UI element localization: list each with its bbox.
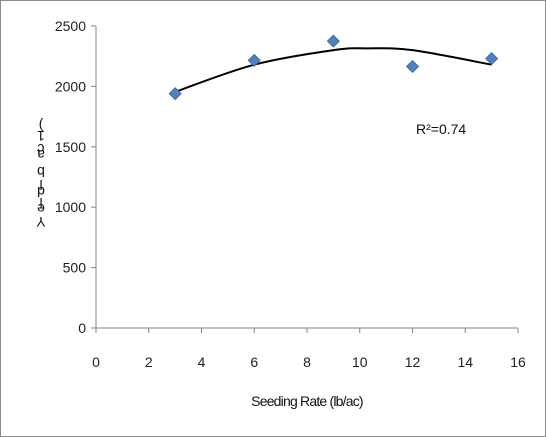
data-point-marker (326, 34, 340, 48)
x-tick-label: 4 (198, 354, 206, 370)
y-axis-title-glyph: e (37, 201, 45, 217)
y-tick-label: 500 (63, 260, 87, 276)
x-tick-label: 16 (510, 354, 526, 370)
tick-group: 0 500 1000 1500 2000 2500 0 2 4 6 8 10 12 14 16 (55, 18, 526, 370)
x-tick-label: 12 (405, 354, 421, 370)
x-tick-label: 8 (303, 354, 311, 370)
y-tick-label: 1000 (55, 199, 86, 215)
x-tick-label: 0 (92, 354, 100, 370)
y-tick-label: 0 (78, 320, 86, 336)
y-axis-title-glyph: Y (36, 214, 46, 230)
y-tick-label: 1500 (55, 139, 86, 155)
y-axis-title-glyph: l (39, 195, 42, 211)
y-tick-label: 2500 (55, 18, 86, 34)
data-point-marker (485, 52, 499, 66)
x-tick-label: 2 (145, 354, 153, 370)
data-point-marker (405, 59, 420, 74)
x-tick-label: 6 (250, 354, 258, 370)
y-axis-title-glyph: ) (39, 118, 44, 134)
data-points (168, 34, 499, 101)
x-tick-label: 10 (352, 354, 368, 370)
y-axis-title-glyph: c (38, 141, 45, 157)
x-axis-title: Seeding Rate (lb/ac) (251, 393, 363, 409)
y-axis-title-glyph: l (39, 177, 42, 193)
data-point-marker (247, 53, 261, 67)
y-axis-title-glyph: a (37, 147, 45, 163)
data-point-marker (168, 87, 182, 101)
y-axis-title-glyph: b (37, 164, 45, 180)
axes (95, 26, 518, 329)
r-squared-annotation: R²=0.74 (416, 121, 466, 137)
y-axis-title-glyph: 1 (37, 128, 45, 144)
x-tick-label: 14 (457, 354, 473, 370)
y-axis-title-glyph: d (37, 184, 45, 200)
y-tick-label: 2000 (55, 78, 86, 94)
trendline (174, 47, 492, 93)
